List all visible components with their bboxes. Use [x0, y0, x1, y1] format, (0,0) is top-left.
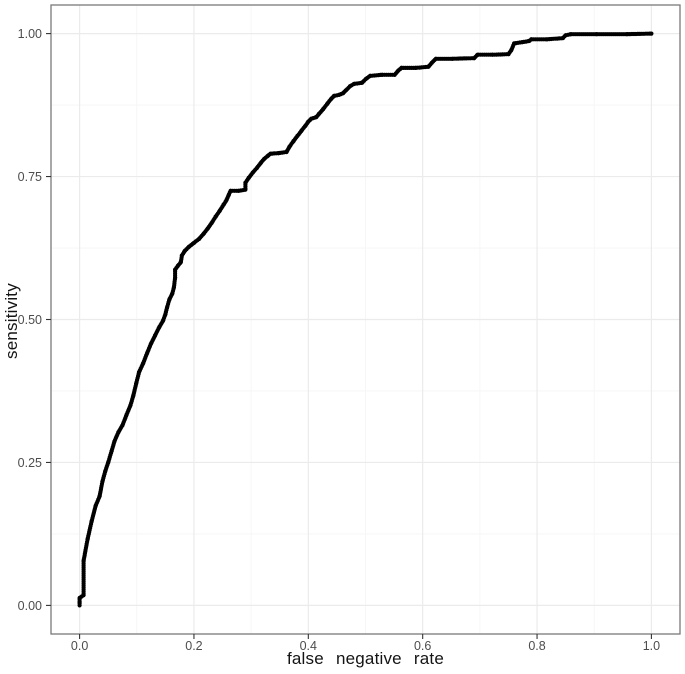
x-axis-title: false negative rate [286, 649, 444, 668]
y-axis-title: sensitivity [2, 283, 21, 359]
y-tick-marks [46, 33, 51, 606]
roc-curve-points [77, 31, 654, 608]
y-tick-label: 0.75 [18, 170, 42, 184]
y-tick-label: 0.25 [18, 456, 42, 470]
x-tick-label: 0.6 [414, 639, 431, 653]
y-tick-label: 0.00 [18, 599, 42, 613]
x-tick-marks [79, 634, 652, 639]
x-tick-label: 0.8 [528, 639, 545, 653]
x-tick-label: 0.2 [185, 639, 202, 653]
x-tick-label: 1.0 [643, 639, 660, 653]
x-tick-label: 0.0 [71, 639, 88, 653]
y-tick-label: 0.50 [18, 313, 42, 327]
x-tick-label: 0.4 [300, 639, 317, 653]
y-tick-label: 1.00 [18, 27, 42, 41]
